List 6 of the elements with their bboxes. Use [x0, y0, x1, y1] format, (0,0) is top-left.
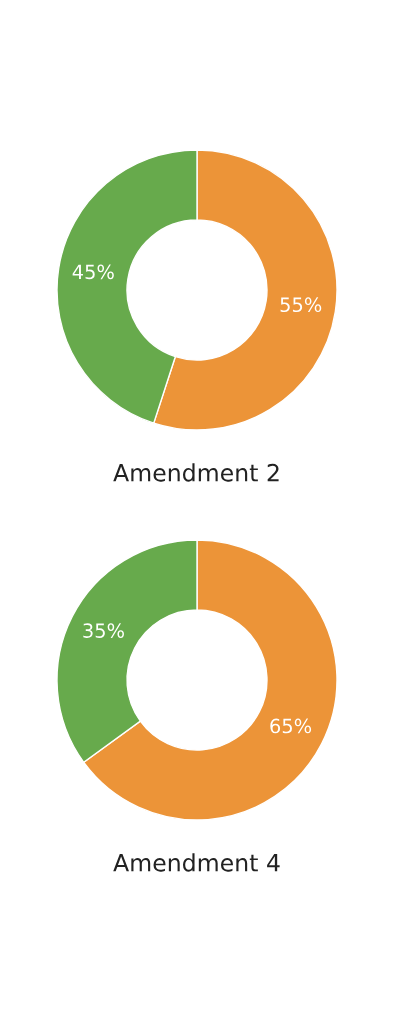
data-label: 35%	[83, 623, 124, 638]
data-label: 45%	[72, 264, 114, 280]
text: Amendment 4	[113, 853, 280, 872]
data-label: 55%	[280, 297, 322, 313]
text: Amendment 2	[113, 463, 279, 482]
data-label: 65%	[270, 718, 312, 734]
